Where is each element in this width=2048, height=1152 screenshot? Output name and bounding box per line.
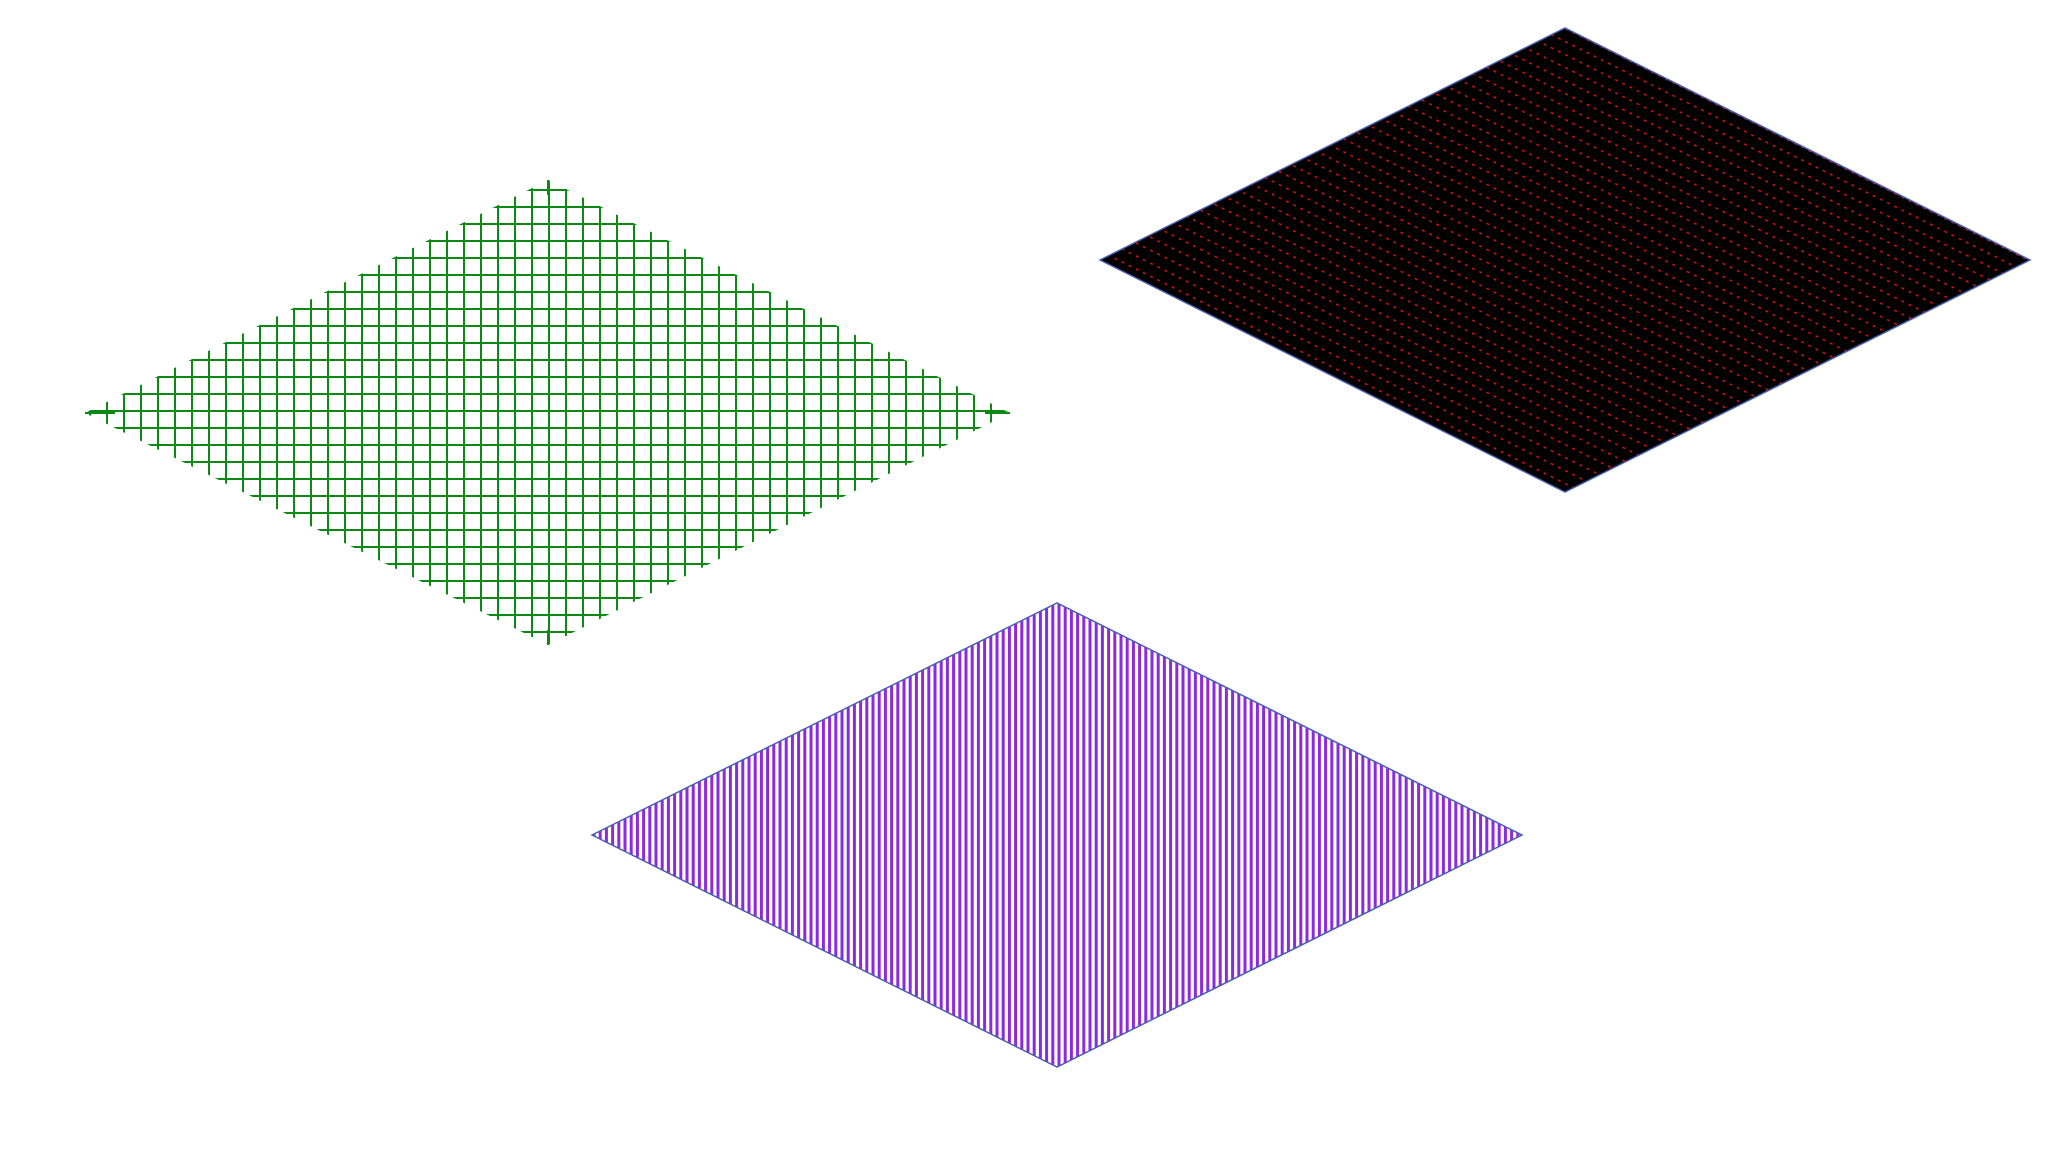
- green-grid-tile: [85, 180, 1010, 645]
- green-grid-lines: [85, 180, 1010, 645]
- tile-fill: [1100, 28, 2030, 492]
- black-red-dash-tile: [1098, 27, 2032, 493]
- purple-stripe-tile: [590, 602, 1524, 1068]
- tile-outline: [1098, 27, 2032, 493]
- tile-outline: [590, 602, 1524, 1068]
